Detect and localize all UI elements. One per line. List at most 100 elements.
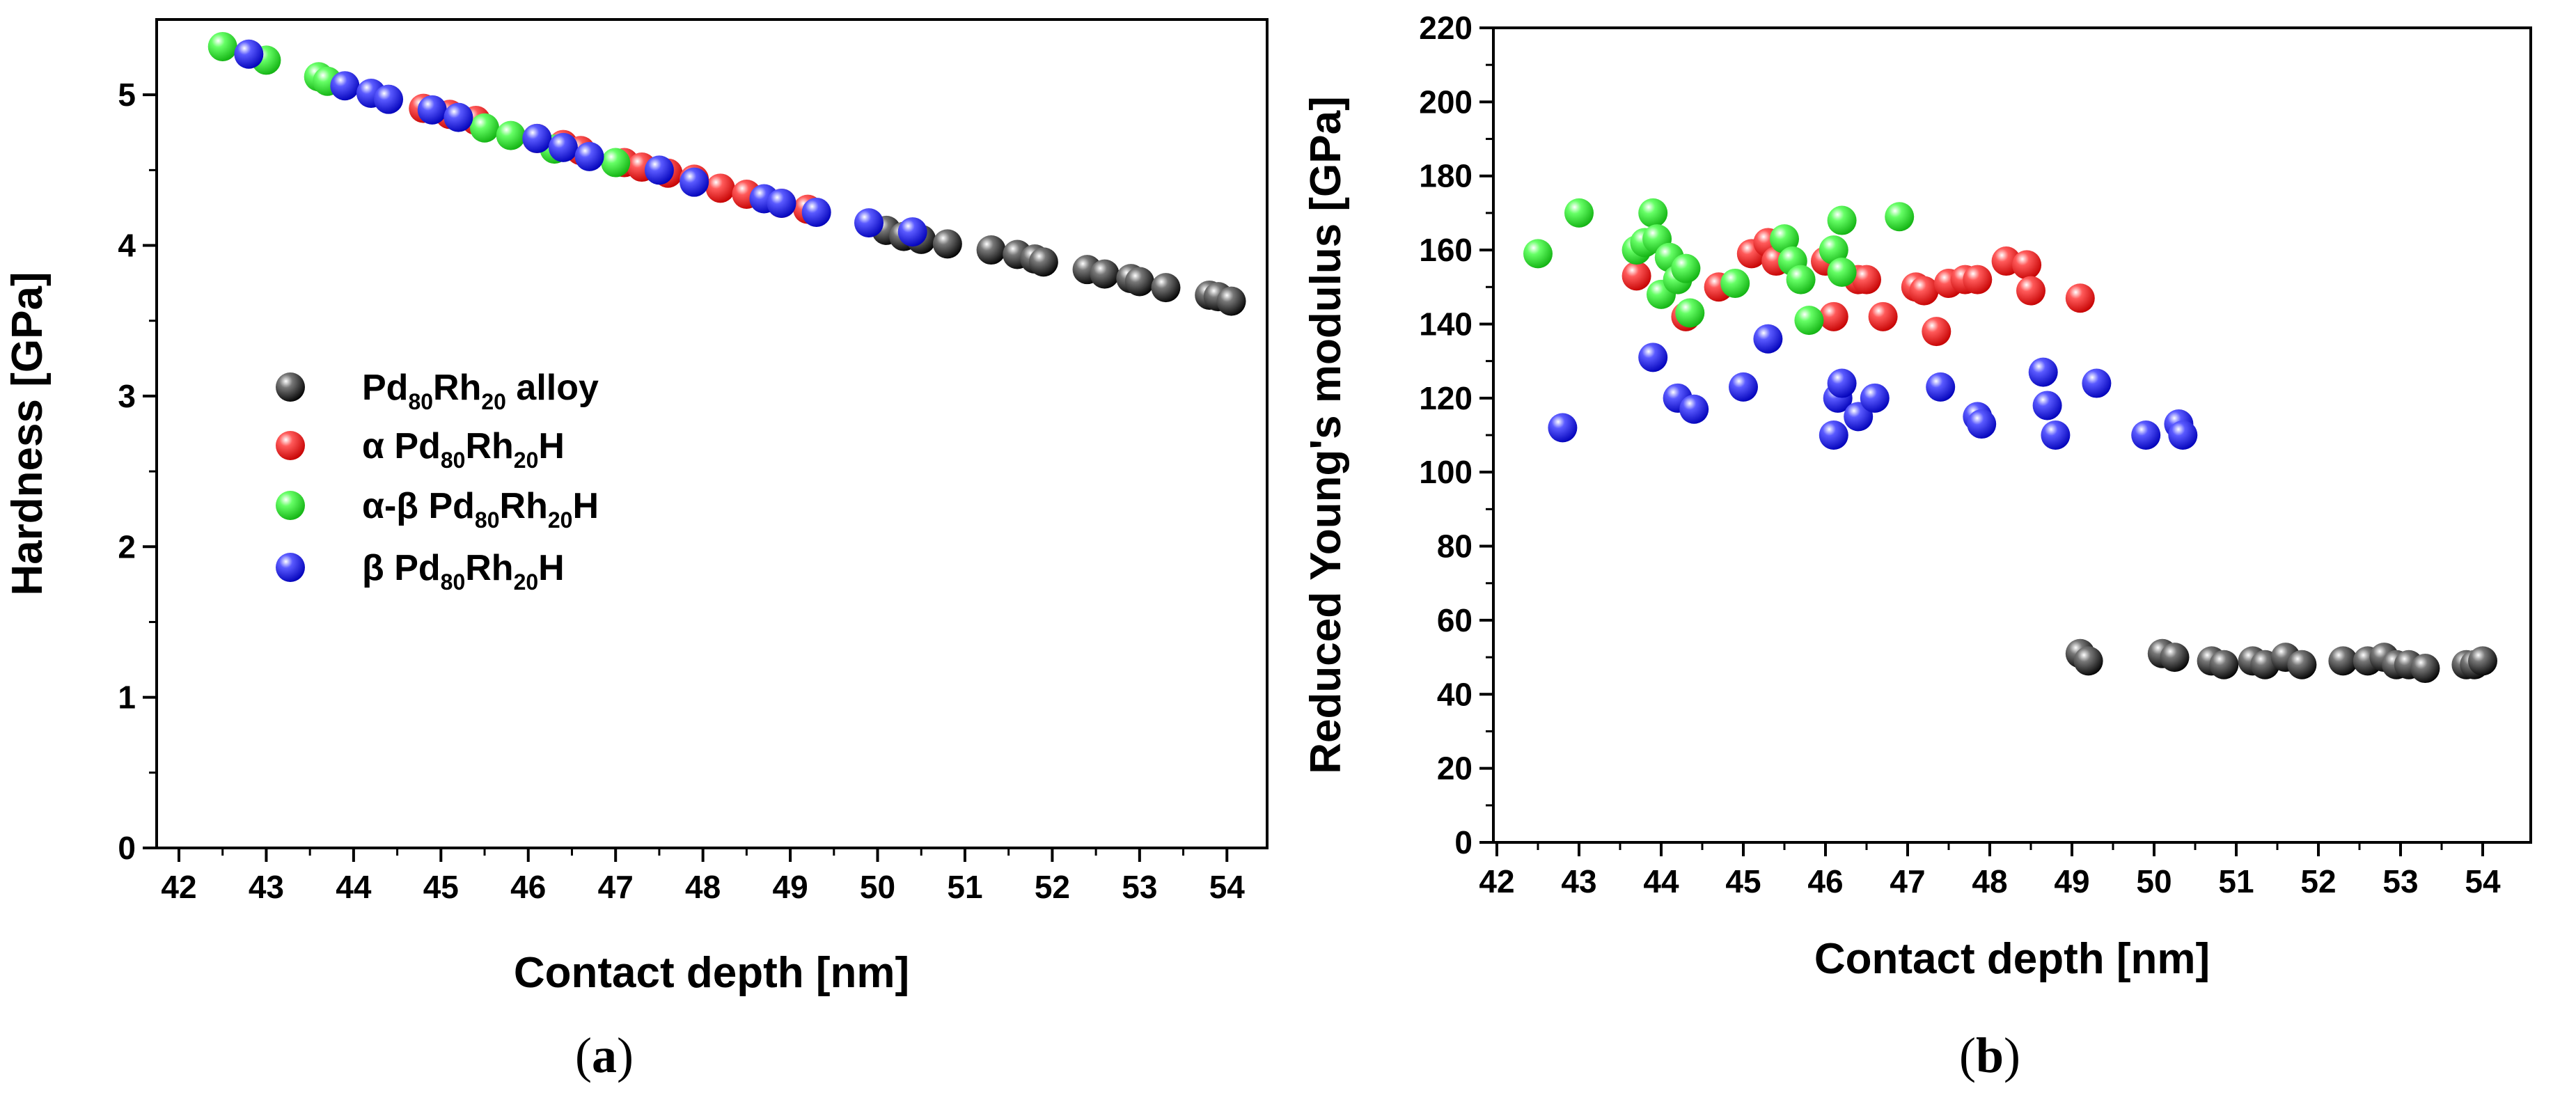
panel-a-caption: (a): [575, 1028, 634, 1083]
data-point-beta: [644, 155, 674, 185]
panel-b-x-tick-label: 49: [2054, 863, 2089, 899]
panel-a-x-tick-label: 43: [249, 869, 284, 905]
data-point-beta: [1819, 420, 1848, 450]
panel-a-y-tick-label: 2: [118, 528, 136, 565]
data-point-beta: [374, 84, 404, 114]
data-point-alpha-beta: [1638, 198, 1668, 228]
panel-b-y-tick-label: 60: [1437, 602, 1472, 638]
panel-b-x-tick-label: 43: [1561, 863, 1596, 899]
panel-b-x-tick-label: 50: [2136, 863, 2171, 899]
panel-b-y-tick-label: 100: [1419, 454, 1472, 490]
panel-a-x-tick-label: 45: [423, 869, 459, 905]
data-point-beta: [548, 132, 578, 162]
data-point-alpha-beta: [1671, 253, 1701, 283]
panel-b-x-axis-title: Contact depth [nm]: [1814, 935, 2210, 983]
panel-a-plot-frame: [155, 18, 1269, 849]
panel-b-x-tick-label: 45: [1725, 863, 1761, 899]
data-point-beta: [2082, 368, 2112, 398]
data-point-alpha: [1922, 317, 1951, 347]
data-point-beta: [767, 188, 796, 218]
data-point-alloy: [2410, 654, 2440, 684]
data-point-beta: [801, 197, 831, 227]
legend-marker-alpha-beta: [276, 491, 305, 520]
data-point-alpha-beta: [1827, 205, 1857, 235]
data-point-alpha-beta: [1770, 224, 1799, 254]
panel-b-x-tick-label: 54: [2465, 863, 2501, 899]
panel-a-x-tick-label: 44: [336, 869, 372, 905]
data-point-alpha: [2065, 283, 2095, 313]
legend-label-beta: β Pd80Rh20H: [362, 548, 565, 595]
data-point-alpha-beta: [1523, 239, 1553, 269]
data-point-beta: [417, 95, 447, 125]
legend-marker-alpha: [276, 431, 305, 460]
data-point-alpha-beta: [1786, 265, 1816, 294]
data-point-alpha: [1819, 301, 1848, 331]
legend-entry-alpha: α Pd80Rh20H: [276, 426, 565, 473]
panel-b-x-tick-label: 46: [1807, 863, 1843, 899]
data-point-alpha-beta: [1564, 198, 1594, 228]
data-point-beta: [330, 71, 360, 101]
data-point-beta: [1753, 324, 1783, 354]
data-point-alpha: [705, 173, 735, 203]
data-point-alloy: [932, 229, 962, 259]
panel-b-y-tick-label: 120: [1419, 380, 1472, 416]
panel-b-y-tick-label: 200: [1419, 84, 1472, 120]
panel-a-y-tick-label: 0: [118, 830, 136, 866]
panel-b-x-tick-label: 42: [1479, 863, 1514, 899]
legend-marker-beta: [276, 553, 305, 582]
legend-marker-alloy: [276, 372, 305, 402]
data-point-alpha-beta: [207, 31, 237, 61]
data-point-beta: [443, 102, 473, 132]
data-point-beta: [854, 208, 883, 238]
data-point-alloy: [1216, 286, 1246, 316]
panel-b-y-tick-label: 180: [1419, 158, 1472, 194]
data-point-beta: [1860, 383, 1890, 413]
legend-label-alloy: Pd80Rh20 alloy: [362, 368, 599, 414]
panel-b-x-tick-label: 51: [2218, 863, 2254, 899]
panel-a-series-alloy: [872, 215, 1246, 316]
panel-b-x-tick-label: 52: [2300, 863, 2336, 899]
data-point-alpha-beta: [496, 120, 526, 150]
data-point-beta: [1926, 372, 1956, 402]
data-point-alpha: [1868, 301, 1898, 331]
panel-b-marks: [1523, 198, 2497, 684]
data-point-beta: [2041, 420, 2071, 450]
panel-a-x-axis-title: Contact depth [nm]: [514, 949, 909, 997]
panel-a-x-tick-label: 52: [1035, 869, 1070, 905]
panel-b-y-tick-label: 160: [1419, 232, 1472, 268]
panel-b-series-alpha: [1621, 228, 2095, 347]
panel-b-y-axis-title: Reduced Young's modulus [GPa]: [1302, 96, 1350, 774]
data-point-alpha-beta: [1827, 258, 1857, 287]
panel-b-y-tick-label: 220: [1419, 10, 1472, 46]
panel-b-y-tick-label: 80: [1437, 528, 1472, 565]
data-point-beta: [2131, 420, 2161, 450]
data-point-beta: [1548, 413, 1578, 443]
data-point-alpha-beta: [1720, 268, 1750, 298]
legend-entry-alloy: Pd80Rh20 alloy: [276, 368, 599, 414]
panel-a-x-tick-label: 42: [161, 869, 196, 905]
data-point-alpha-beta: [1885, 202, 1915, 232]
panel-a-marks: [207, 31, 1246, 316]
data-point-alpha-beta: [470, 113, 500, 143]
data-point-alpha-beta: [1675, 298, 1705, 328]
panel-b-plot-frame: [1492, 26, 2532, 844]
legend-entry-beta: β Pd80Rh20H: [276, 548, 565, 595]
panel-a-x-tick-label: 46: [510, 869, 546, 905]
data-point-beta: [1967, 409, 1997, 439]
panel-a-y-tick-label: 3: [118, 378, 136, 414]
panel-b-x-tick-label: 53: [2382, 863, 2418, 899]
data-point-alpha: [1852, 265, 1881, 294]
legend-label-alpha-beta: α-β Pd80Rh20H: [362, 486, 599, 533]
data-point-alloy: [1124, 267, 1154, 297]
data-point-alloy: [2160, 643, 2190, 673]
data-point-beta: [1638, 343, 1668, 372]
panel-b-axes: 42 43 44 45 46 47 48 49 50 51 52 53 54 0 20 40 60 80 100 12…: [1419, 10, 2501, 899]
panel-b-caption: (b): [1959, 1028, 2020, 1083]
data-point-alloy: [976, 235, 1006, 265]
data-point-beta: [680, 167, 709, 197]
panel-b: 42 43 44 45 46 47 48 49 50 51 52 53 54 0 20 40 60 80 100 12…: [1302, 10, 2532, 1083]
panel-b-y-tick-label: 0: [1454, 824, 1472, 860]
panel-b-y-tick-label: 40: [1437, 676, 1472, 712]
